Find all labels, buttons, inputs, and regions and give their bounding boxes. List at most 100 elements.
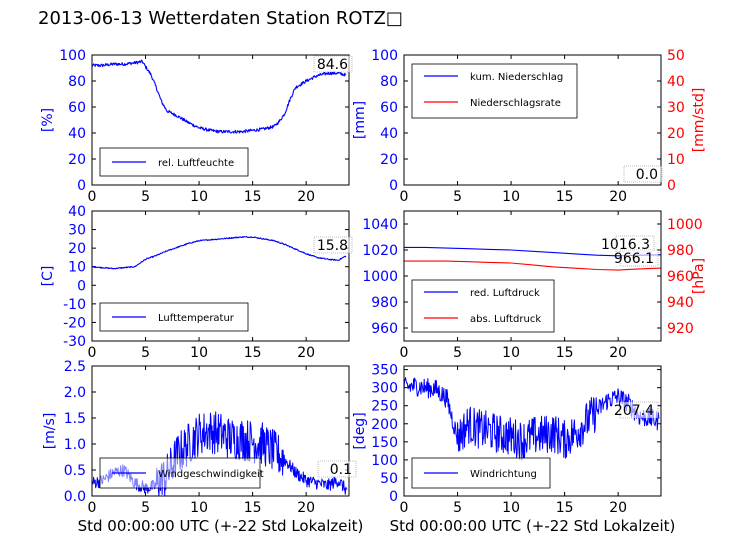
y-tick-label: 80 — [380, 74, 398, 90]
y-right-tick-label: 980 — [667, 243, 694, 259]
legend-label: rel. Luftfeuchte — [158, 158, 234, 169]
y-tick-label: 20 — [68, 152, 86, 168]
legend: rel. Luftfeuchte — [99, 147, 249, 177]
x-tick-label: 5 — [453, 500, 462, 516]
plot-area — [404, 377, 660, 461]
current-value-label: 0.0 — [636, 167, 658, 183]
x-tick-label: 0 — [400, 189, 409, 205]
y-tick-label: 0 — [389, 489, 398, 505]
y-tick-label: 100 — [371, 48, 398, 64]
x-tick-label: 20 — [297, 345, 315, 361]
x-tick-label: 10 — [502, 500, 520, 516]
y-tick-label: 150 — [371, 435, 398, 451]
plot-frame — [403, 54, 662, 186]
y-axis-label: [C] — [40, 266, 56, 287]
subplot-precipitation: 0 5 10 15 20 0 20 40 60 80 100 0 10 20 30 40 50 [mm] [mm/s… — [352, 48, 707, 205]
plot-frame — [91, 365, 350, 497]
x-tick-label: 20 — [297, 500, 315, 516]
x-tick-label: 5 — [141, 189, 150, 205]
y-right-tick-label: 30 — [667, 100, 685, 116]
x-tick-label: 0 — [88, 189, 97, 205]
legend: Windrichtung — [411, 457, 551, 489]
y-tick-label: 2.0 — [64, 385, 86, 401]
legend-label: Lufttemperatur — [158, 313, 235, 324]
legend: Lufttemperatur — [99, 302, 249, 332]
y-tick-label: 1020 — [362, 243, 398, 259]
subplot-windspeed: 0 5 10 15 20 0.0 0.5 1.0 1.5 2.0 2.5 [m/s] Std 00:00… — [42, 359, 363, 535]
y-right-tick-label: 10 — [667, 152, 685, 168]
legend: kum. Niederschlag Niederschlagsrate — [411, 63, 578, 119]
y-right-axis-label: [mm/std] — [691, 88, 707, 153]
y-tick-label: 0 — [389, 178, 398, 194]
y-right-tick-label: 40 — [667, 74, 685, 90]
y-tick-label: -30 — [63, 334, 86, 350]
y-right-tick-label: 1000 — [667, 217, 703, 233]
plot-area — [92, 236, 347, 270]
x-tick-label: 20 — [297, 189, 315, 205]
x-axis-label: Std 00:00:00 UTC (+-22 Std Lokalzeit) — [390, 517, 676, 535]
subplot-pressure: 0 5 10 15 20 960 980 1000 1020 1040 920 940 960 980 10… — [362, 210, 707, 361]
legend-label: Niederschlagsrate — [470, 98, 561, 109]
x-tick-label: 15 — [244, 345, 262, 361]
y-right-tick-label: 20 — [667, 126, 685, 142]
plot-frame — [403, 210, 662, 342]
y-tick-label: 1.0 — [64, 437, 86, 453]
x-tick-label: 0 — [400, 500, 409, 516]
series-line-pressure-1 — [404, 260, 661, 271]
x-tick-label: 20 — [609, 345, 627, 361]
y-tick-label: 20 — [68, 241, 86, 257]
x-tick-label: 5 — [141, 500, 150, 516]
x-tick-label: 20 — [609, 189, 627, 205]
y-tick-label: 1.5 — [64, 411, 86, 427]
y-tick-label: 100 — [59, 48, 86, 64]
value-box — [313, 236, 353, 254]
legend-box — [411, 63, 578, 119]
series-line-temperature-0 — [92, 236, 347, 270]
x-tick-label: 10 — [190, 189, 208, 205]
value-box — [619, 401, 659, 419]
current-value-label: 15.8 — [317, 238, 348, 254]
y-axis-label: [m/s] — [42, 413, 58, 450]
legend: red. Luftdruck abs. Luftdruck — [411, 279, 555, 333]
x-tick-label: 10 — [190, 345, 208, 361]
y-right-tick-label: 940 — [667, 295, 694, 311]
y-tick-label: 0.5 — [64, 463, 86, 479]
y-tick-label: -20 — [63, 315, 86, 331]
x-tick-label: 0 — [88, 345, 97, 361]
x-tick-label: 15 — [244, 189, 262, 205]
x-tick-label: 0 — [400, 345, 409, 361]
plot-frame — [91, 210, 350, 342]
x-tick-label: 20 — [609, 500, 627, 516]
y-tick-label: 960 — [371, 321, 398, 337]
y-right-tick-label: 0 — [667, 178, 676, 194]
series-line-humidity-0 — [92, 59, 347, 134]
y-tick-label: -10 — [63, 297, 86, 313]
y-tick-label: 60 — [68, 100, 86, 116]
value-box — [317, 460, 357, 478]
y-tick-label: 60 — [380, 100, 398, 116]
y-axis-label: [mm] — [352, 101, 368, 139]
plot-frame — [91, 54, 350, 186]
y-tick-label: 1000 — [362, 269, 398, 285]
x-tick-label: 15 — [556, 189, 574, 205]
plot-area — [92, 59, 347, 134]
y-right-tick-label: 960 — [667, 269, 694, 285]
y-right-axis-label: [hPa] — [691, 258, 707, 294]
x-tick-label: 15 — [244, 500, 262, 516]
y-tick-label: 0 — [77, 178, 86, 194]
legend: Windgeschwindigkeit — [99, 457, 264, 489]
y-tick-label: 250 — [371, 399, 398, 415]
y-tick-label: 100 — [371, 453, 398, 469]
x-tick-label: 10 — [502, 189, 520, 205]
current-value-label: 84.6 — [317, 57, 348, 73]
y-tick-label: 40 — [68, 126, 86, 142]
y-tick-label: 50 — [380, 471, 398, 487]
y-tick-label: 2.5 — [64, 359, 86, 375]
legend-label: Windrichtung — [470, 469, 537, 480]
x-tick-label: 15 — [556, 500, 574, 516]
x-tick-label: 15 — [556, 345, 574, 361]
subplot-temperature: 0 5 10 15 20 -30 -20 -10 0 10 20 30 40 [C] Lufttempera… — [40, 204, 353, 361]
x-tick-label: 10 — [502, 345, 520, 361]
y-tick-label: 30 — [68, 223, 86, 239]
